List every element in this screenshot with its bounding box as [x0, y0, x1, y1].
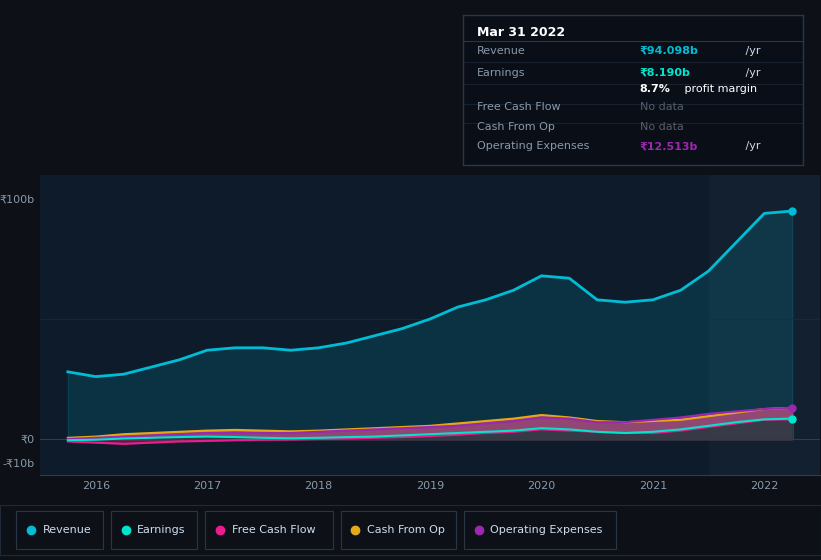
Text: Operating Expenses: Operating Expenses: [477, 141, 589, 151]
Text: Revenue: Revenue: [477, 46, 525, 56]
Text: No data: No data: [640, 102, 684, 112]
Text: Cash From Op: Cash From Op: [477, 122, 554, 132]
Text: Earnings: Earnings: [137, 525, 186, 535]
Text: Earnings: Earnings: [477, 68, 525, 78]
Text: Mar 31 2022: Mar 31 2022: [477, 26, 565, 39]
Text: /yr: /yr: [742, 46, 760, 56]
Text: Revenue: Revenue: [43, 525, 91, 535]
Text: profit margin: profit margin: [681, 83, 757, 94]
Text: Free Cash Flow: Free Cash Flow: [477, 102, 560, 112]
Bar: [709, 175, 820, 475]
Text: ₹8.190b: ₹8.190b: [640, 68, 690, 78]
Text: /yr: /yr: [742, 68, 760, 78]
Text: Free Cash Flow: Free Cash Flow: [232, 525, 315, 535]
Text: /yr: /yr: [742, 141, 760, 151]
Text: 8.7%: 8.7%: [640, 83, 671, 94]
Text: ₹94.098b: ₹94.098b: [640, 46, 699, 56]
Text: Operating Expenses: Operating Expenses: [490, 525, 603, 535]
Text: ₹12.513b: ₹12.513b: [640, 141, 698, 151]
Text: Cash From Op: Cash From Op: [367, 525, 445, 535]
Text: No data: No data: [640, 122, 684, 132]
